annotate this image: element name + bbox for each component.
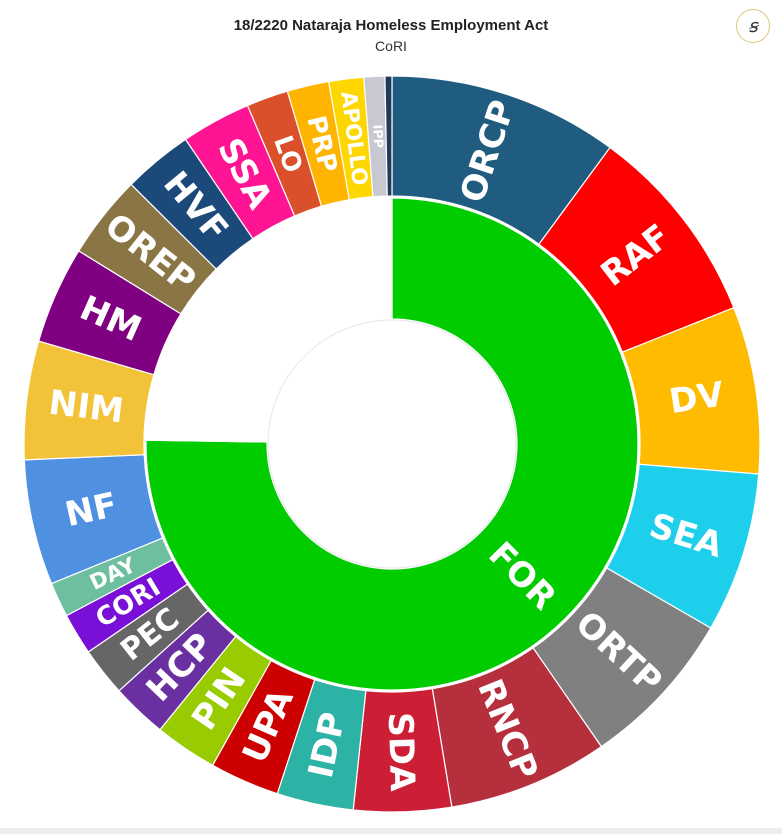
label-ipp: IPP [369, 124, 385, 148]
logo-glyph: ꞩ [748, 15, 758, 37]
label-dv: DV [667, 374, 728, 422]
segment-for[interactable] [145, 197, 639, 691]
chart-title: 18/2220 Nataraja Homeless Employment Act [233, 17, 549, 34]
footer-divider [0, 828, 782, 834]
segment-slice-1[interactable] [145, 197, 393, 443]
segment-slice-24[interactable] [384, 75, 393, 197]
center-hole [267, 319, 517, 569]
chart-subtitle: CoRI [375, 38, 407, 54]
brand-logo-icon: ꞩ [736, 9, 770, 43]
label-nim: NIM [47, 383, 126, 432]
label-sda: SDA [380, 712, 422, 793]
